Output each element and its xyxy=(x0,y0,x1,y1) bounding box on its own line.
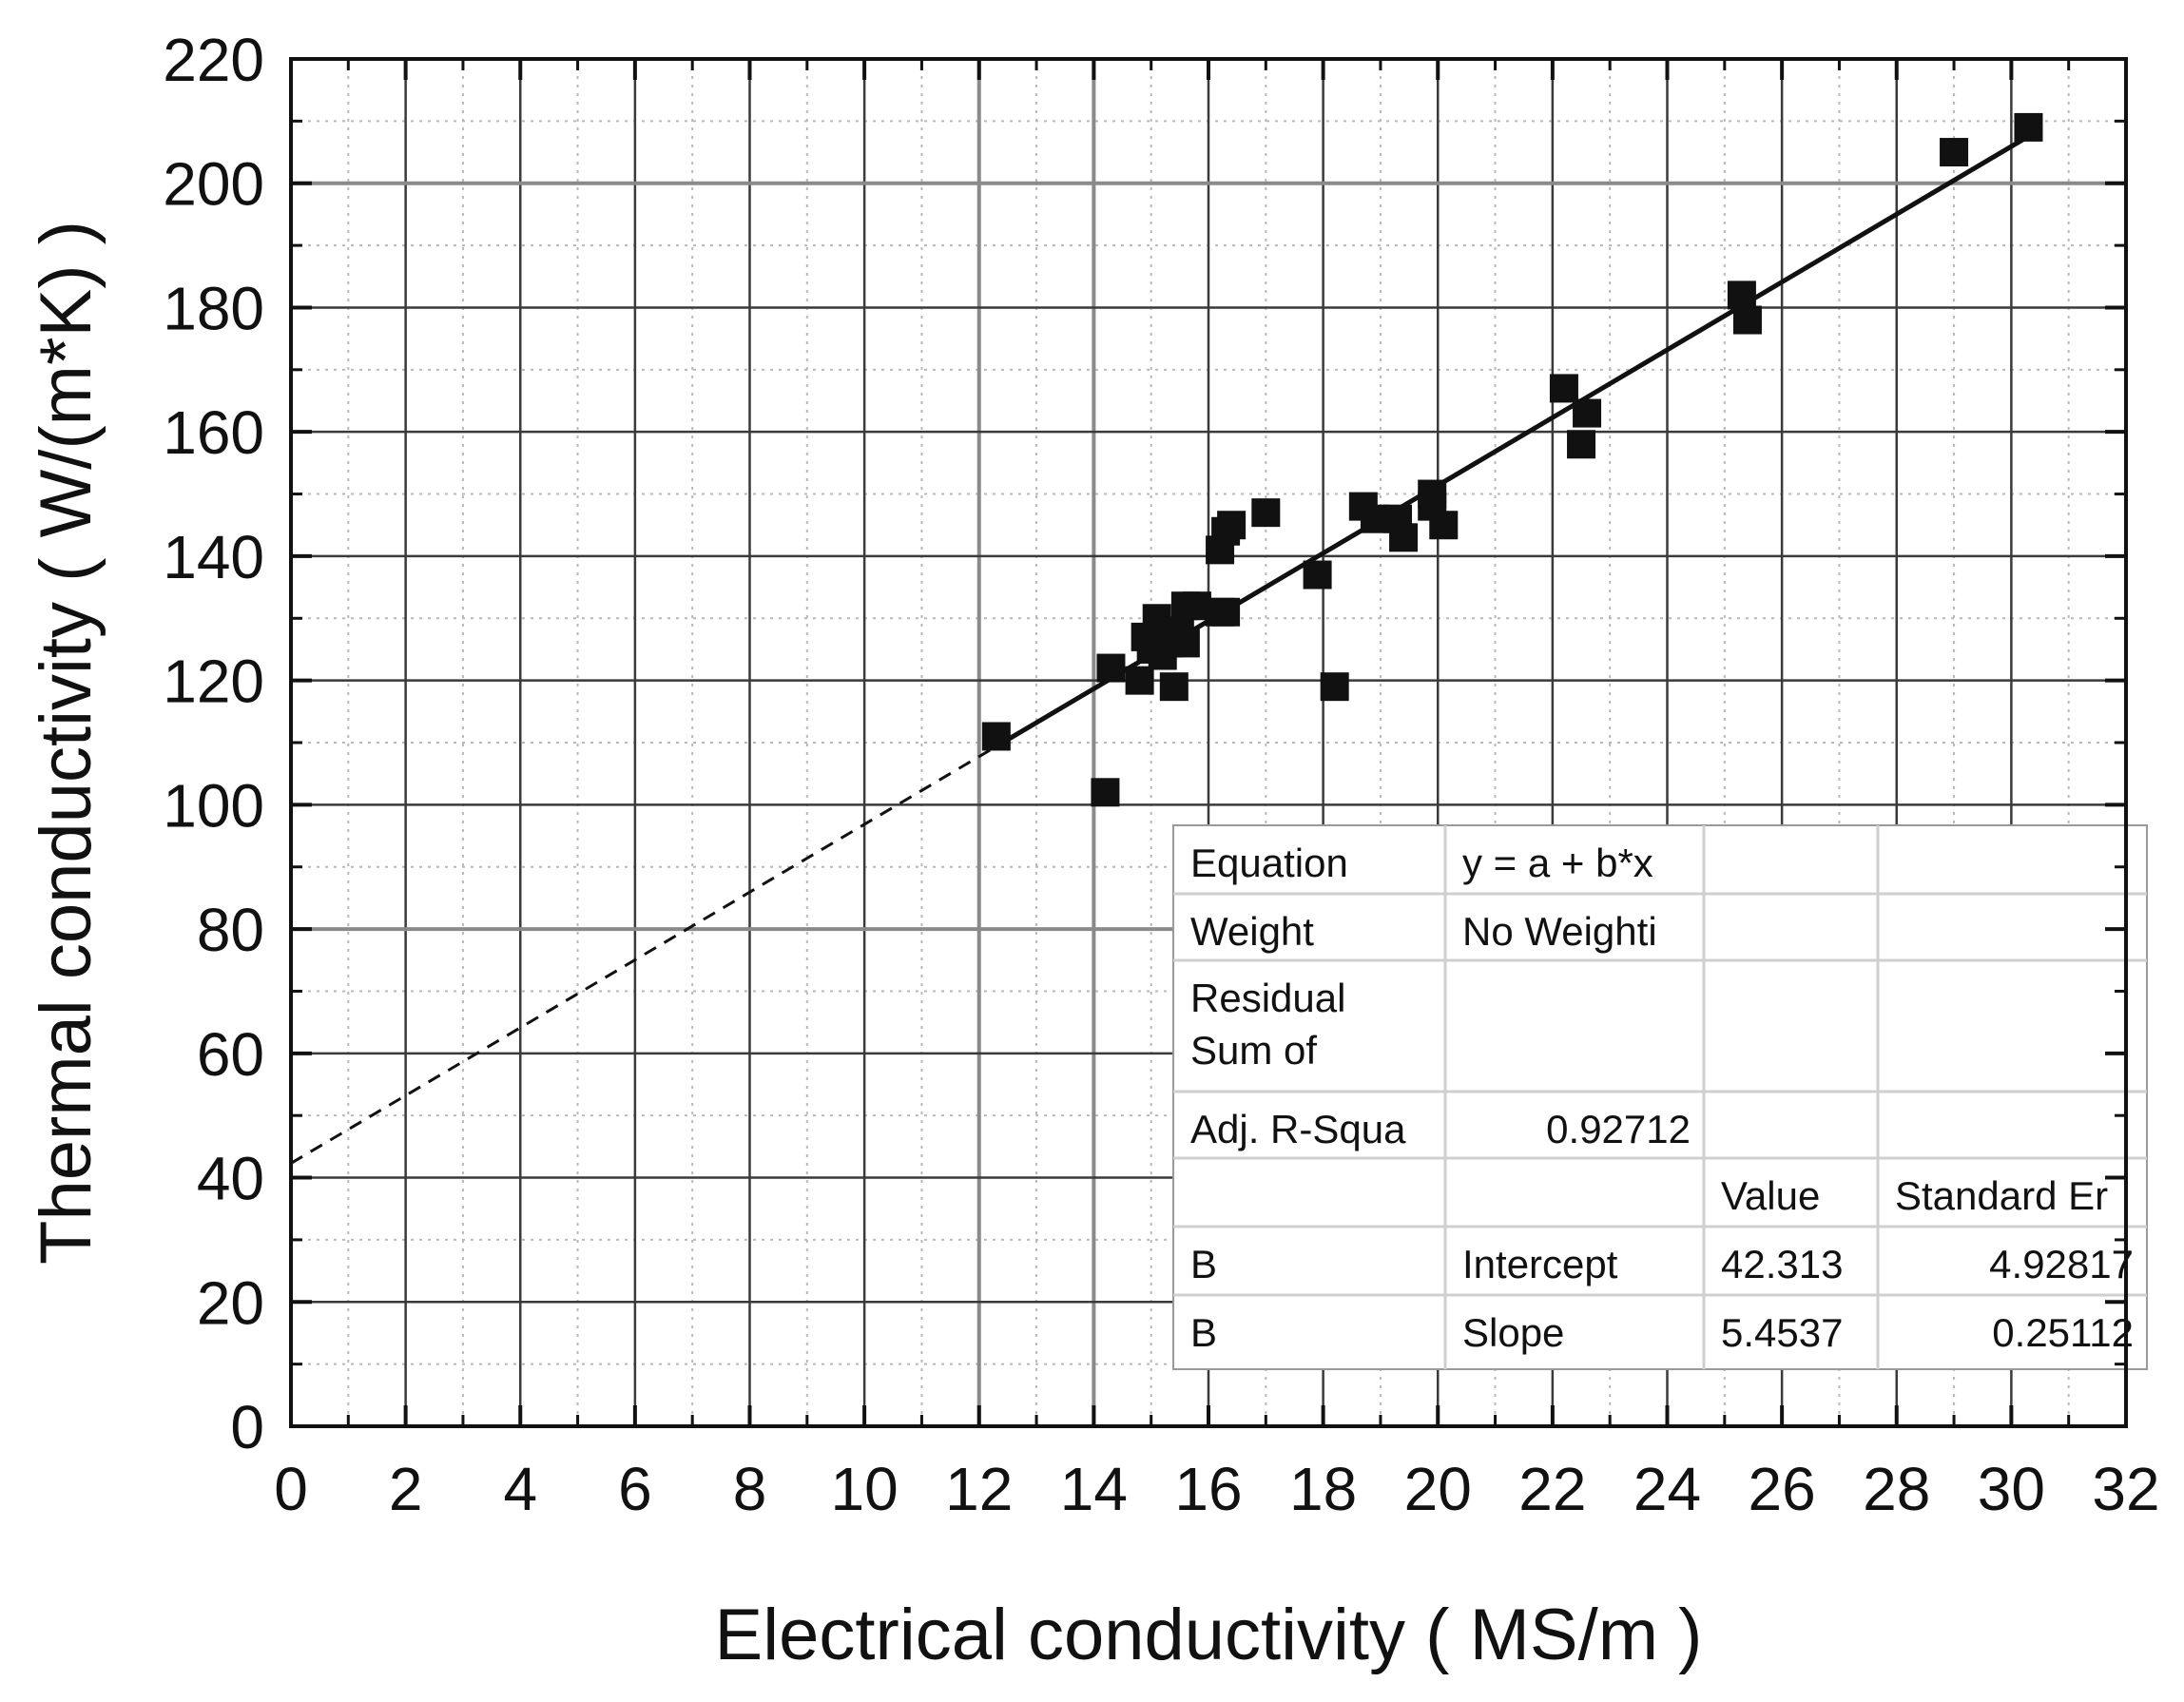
data-point xyxy=(1125,666,1154,695)
x-tick-label: 6 xyxy=(618,1455,652,1523)
y-tick-label: 160 xyxy=(163,398,264,467)
x-tick-label: 0 xyxy=(274,1455,308,1523)
x-tick-label: 28 xyxy=(1863,1455,1930,1523)
x-tick-label: 8 xyxy=(733,1455,767,1523)
data-point xyxy=(981,722,1011,751)
data-point xyxy=(2014,112,2043,142)
x-tick-label: 30 xyxy=(1978,1455,2045,1523)
table-cell: No Weighti xyxy=(1462,909,1657,954)
x-tick-label: 24 xyxy=(1633,1455,1701,1523)
table-cell-text: Weight xyxy=(1190,909,1314,954)
y-tick-labels: 0 20 40 60 80 100 120 140 160 180 200 220 xyxy=(163,26,264,1461)
data-point xyxy=(1567,430,1596,459)
x-tick-label: 18 xyxy=(1289,1455,1357,1523)
table-cell-text: Slope xyxy=(1462,1310,1564,1355)
table-cell-text: No Weighti xyxy=(1462,909,1657,954)
y-tick-label: 20 xyxy=(197,1268,264,1337)
table-cell-text: Standard Er xyxy=(1895,1173,2108,1218)
y-axis-title: Thermal conductivity ( W/(m*K) ) xyxy=(26,221,106,1265)
y-tick-label: 180 xyxy=(163,274,264,342)
x-tick-label: 14 xyxy=(1060,1455,1128,1523)
x-tick-labels: 0 2 4 6 8 10 12 14 16 18 20 22 24 26 28 30 32 xyxy=(274,1455,2159,1523)
table-cell: B xyxy=(1190,1242,1217,1286)
table-cell: 0.25112 xyxy=(1992,1310,2134,1355)
table-cell: Slope xyxy=(1462,1310,1564,1355)
y-tick-label: 100 xyxy=(163,771,264,840)
data-point xyxy=(1573,398,1602,428)
table-cell-text: Squares xyxy=(1190,1080,1339,1125)
data-point xyxy=(1251,498,1281,528)
table-cell-text: Sum of xyxy=(1190,1028,1317,1073)
x-tick-label: 26 xyxy=(1749,1455,1816,1523)
table-cell-text: 0.92712 xyxy=(1546,1107,1691,1151)
table-cell: Weight xyxy=(1190,909,1314,954)
y-tick-label: 120 xyxy=(163,648,264,716)
table-cell-text: Equation xyxy=(1190,841,1348,885)
table-cell-text: 5.4537 xyxy=(1721,1310,1843,1355)
x-tick-label: 4 xyxy=(503,1455,537,1523)
table-cell: Value xyxy=(1721,1173,1820,1218)
y-tick-label: 40 xyxy=(197,1145,264,1213)
fit-line-extrapolated xyxy=(291,745,997,1165)
table-cell-text: Residual xyxy=(1190,976,1345,1020)
table-cell: y = a + b*x xyxy=(1462,841,1653,885)
data-point xyxy=(1170,629,1200,658)
table-cell-text: Value xyxy=(1721,1173,1820,1218)
table-cell-text: B xyxy=(1190,1310,1217,1355)
axis-ticks xyxy=(289,57,2128,1428)
table-cell: B xyxy=(1190,1310,1217,1355)
data-point xyxy=(1389,523,1419,552)
table-cell: Residual Sum of Squares xyxy=(1190,976,1345,1125)
x-tick-label: 16 xyxy=(1174,1455,1242,1523)
table-cell: Equation xyxy=(1190,841,1348,885)
table-cell-text: B xyxy=(1190,1242,1217,1286)
table-background xyxy=(1172,824,2148,1370)
fit-results-table: Equation y = a + b*x Weight No Weighti Resid… xyxy=(1172,824,2148,1370)
table-cell-text: Intercept xyxy=(1462,1242,1618,1286)
x-tick-label: 12 xyxy=(945,1455,1013,1523)
data-point xyxy=(1303,560,1332,590)
data-point xyxy=(1940,138,1969,167)
data-point xyxy=(1549,374,1578,403)
data-point xyxy=(1096,653,1126,683)
data-point xyxy=(1091,778,1120,807)
y-tick-label: 60 xyxy=(197,1020,264,1089)
table-cell: 42.313 xyxy=(1721,1242,1843,1286)
data-point xyxy=(1211,597,1241,627)
table-cell: Intercept xyxy=(1462,1242,1618,1286)
data-point xyxy=(1727,280,1756,310)
table-cell-text: 0.25112 xyxy=(1992,1310,2134,1355)
y-tick-label: 0 xyxy=(230,1393,264,1461)
y-tick-label: 140 xyxy=(163,523,264,591)
table-cell-text: y = a + b*x xyxy=(1462,841,1653,885)
x-tick-label: 32 xyxy=(2092,1455,2159,1523)
table-cell-text: 4.92817 xyxy=(1989,1242,2134,1286)
table-cell: Adj. R-Squa xyxy=(1190,1107,1406,1151)
y-tick-label: 220 xyxy=(163,26,264,94)
x-axis-title: Electrical conductivity ( MS/m ) xyxy=(715,1595,1703,1675)
x-tick-label: 22 xyxy=(1518,1455,1586,1523)
y-tick-label: 200 xyxy=(163,150,264,219)
y-tick-label: 80 xyxy=(197,896,264,964)
data-point xyxy=(1418,479,1447,509)
data-point xyxy=(1159,672,1189,702)
data-point xyxy=(1732,305,1762,335)
data-point xyxy=(1217,511,1247,540)
data-points xyxy=(981,112,2043,807)
table-cell: Standard Er xyxy=(1895,1173,2108,1218)
data-point xyxy=(1429,511,1459,540)
data-point xyxy=(1320,672,1349,702)
table-cell: 5.4537 xyxy=(1721,1310,1843,1355)
table-cell-text: 42.313 xyxy=(1721,1242,1843,1286)
table-cell: 0.92712 xyxy=(1546,1107,1691,1151)
x-tick-label: 2 xyxy=(389,1455,423,1523)
table-cell: 4.92817 xyxy=(1989,1242,2134,1286)
table-cell-text: Adj. R-Squa xyxy=(1190,1107,1406,1151)
x-tick-label: 10 xyxy=(831,1455,899,1523)
x-tick-label: 20 xyxy=(1404,1455,1472,1523)
